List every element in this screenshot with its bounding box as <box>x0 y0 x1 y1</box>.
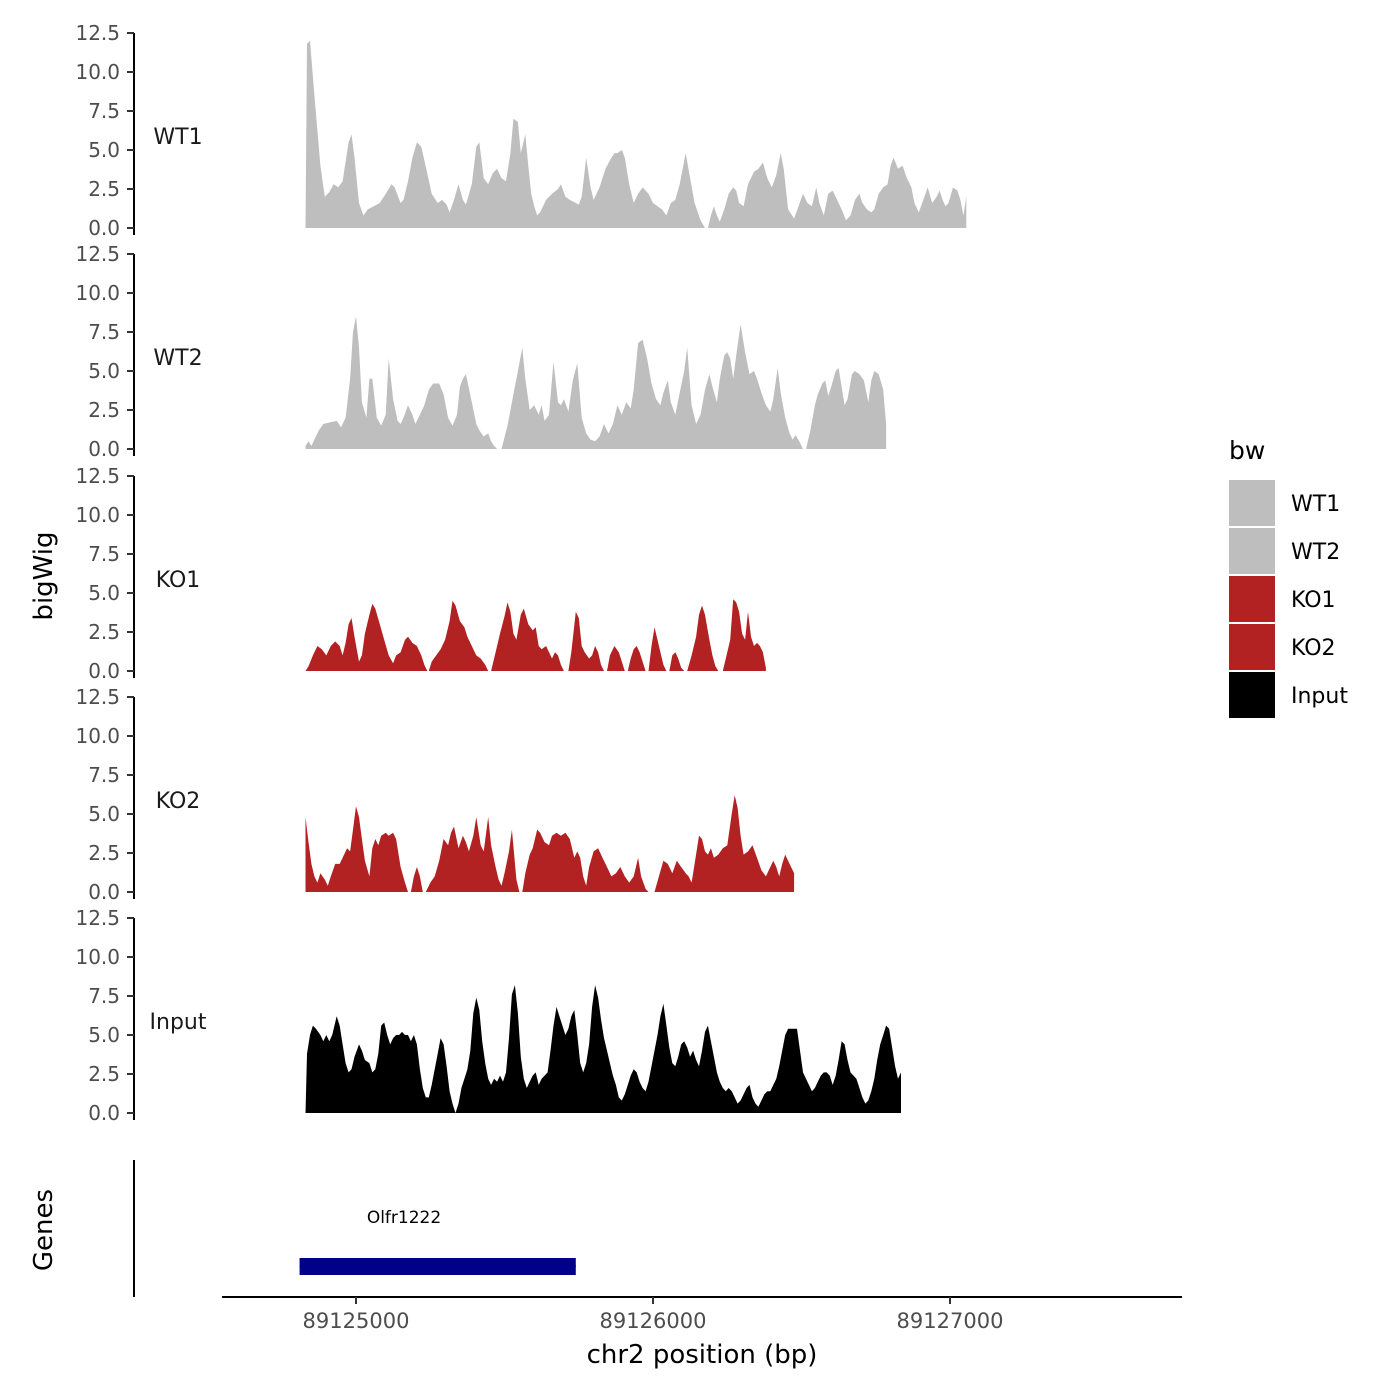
y-tick-label: 12.5 <box>75 242 120 266</box>
legend-swatch <box>1229 576 1275 622</box>
y-tick-label: 2.5 <box>88 620 120 644</box>
track-input: 0.0 2.5 5.0 7.5 10.0 12.5 Input <box>75 906 901 1125</box>
y-tick-label: 0.0 <box>88 1101 120 1125</box>
y-tick-label: 10.0 <box>75 503 120 527</box>
y-tick-label: 7.5 <box>88 320 120 344</box>
y-tick-label: 12.5 <box>75 464 120 488</box>
y-tick-label: 0.0 <box>88 216 120 240</box>
y-tick-label: 7.5 <box>88 984 120 1008</box>
coverage-area-ko1 <box>627 646 646 671</box>
y-tick-label: 0.0 <box>88 880 120 904</box>
track-label: KO2 <box>156 789 201 814</box>
track-ko1: 0.0 2.5 5.0 7.5 10.0 12.5 KO1 <box>75 464 766 683</box>
y-tick-label: 7.5 <box>88 763 120 787</box>
legend-title: bw <box>1229 436 1265 465</box>
y-tick-label: 5.0 <box>88 359 120 383</box>
y-tick-label: 10.0 <box>75 281 120 305</box>
coverage-area-ko1 <box>568 611 604 671</box>
track-ko2: 0.0 2.5 5.0 7.5 10.0 12.5 KO2 <box>75 685 795 904</box>
track-wt2: 0.0 2.5 5.0 7.5 10.0 12.5 WT2 <box>75 242 887 461</box>
coverage-area-ko2 <box>425 817 520 892</box>
legend-label: Input <box>1291 684 1348 709</box>
y-tick-label: 5.0 <box>88 1023 120 1047</box>
legend-label: WT2 <box>1291 540 1340 565</box>
y-tick-label: 10.0 <box>75 60 120 84</box>
gene-label: Olfr1222 <box>367 1208 441 1228</box>
y-tick-label: 12.5 <box>75 21 120 45</box>
track-panels: 0.0 2.5 5.0 7.5 10.0 12.5 WT1 0.0 2.5 5.0 7.5 10.0 1… <box>75 21 967 1125</box>
coverage-area-wt2 <box>305 316 498 449</box>
y-tick-label: 7.5 <box>88 542 120 566</box>
y-tick-label: 2.5 <box>88 1062 120 1086</box>
coverage-area-ko1 <box>305 603 428 671</box>
legend-swatch <box>1229 480 1275 526</box>
y-tick-label: 2.5 <box>88 398 120 422</box>
coverage-area-ko1 <box>428 600 489 671</box>
y-tick-label: 12.5 <box>75 685 120 709</box>
y-tick-label: 2.5 <box>88 841 120 865</box>
legend-swatch <box>1229 624 1275 670</box>
y-tick-label: 10.0 <box>75 945 120 969</box>
track-label: WT2 <box>153 346 202 371</box>
x-axis: 89125000 89126000 89127000 <box>222 1296 1182 1333</box>
legend-label: WT1 <box>1291 492 1340 517</box>
coverage-area-ko2 <box>522 829 649 892</box>
coverage-area-ko1 <box>722 599 766 671</box>
x-axis-title: chr2 position (bp) <box>587 1340 818 1370</box>
coverage-area-ko2 <box>654 795 795 892</box>
track-label: WT1 <box>153 125 202 150</box>
y-tick-label: 7.5 <box>88 99 120 123</box>
y-tick-label: 5.0 <box>88 138 120 162</box>
coverage-area-ko1 <box>669 652 685 671</box>
y-tick-label: 12.5 <box>75 906 120 930</box>
y-axis-title: bigWig <box>29 531 59 620</box>
x-tick-label: 89126000 <box>600 1309 707 1333</box>
track-label: KO1 <box>156 568 201 593</box>
coverage-area-ko2 <box>410 867 423 892</box>
x-tick-label: 89125000 <box>303 1309 410 1333</box>
track-wt1: 0.0 2.5 5.0 7.5 10.0 12.5 WT1 <box>75 21 967 240</box>
y-tick-label: 0.0 <box>88 437 120 461</box>
coverage-area-input <box>305 985 901 1113</box>
gene-panel: Olfr1222 <box>133 1160 576 1297</box>
y-tick-label: 5.0 <box>88 581 120 605</box>
coverage-area-wt1 <box>707 153 967 228</box>
y-tick-label: 0.0 <box>88 659 120 683</box>
coverage-area-wt1 <box>305 40 705 228</box>
genes-axis-title: Genes <box>29 1189 59 1271</box>
x-tick-label: 89127000 <box>897 1309 1004 1333</box>
coverage-area-ko1 <box>607 646 625 671</box>
y-tick-label: 10.0 <box>75 724 120 748</box>
coverage-area-ko1 <box>648 627 667 671</box>
y-tick-label: 2.5 <box>88 177 120 201</box>
y-tick-label: 5.0 <box>88 802 120 826</box>
coverage-area-ko2 <box>305 806 408 892</box>
coverage-area-ko1 <box>687 605 719 671</box>
legend: bw WT1 WT2 KO1 KO2 Input <box>1229 436 1348 718</box>
legend-label: KO2 <box>1291 636 1336 661</box>
legend-label: KO1 <box>1291 588 1336 613</box>
track-label: Input <box>150 1010 207 1035</box>
coverage-area-ko1 <box>491 602 564 671</box>
legend-swatch <box>1229 672 1275 718</box>
legend-swatch <box>1229 528 1275 574</box>
coverage-area-wt2 <box>501 324 803 449</box>
coverage-area-wt2 <box>806 367 887 449</box>
